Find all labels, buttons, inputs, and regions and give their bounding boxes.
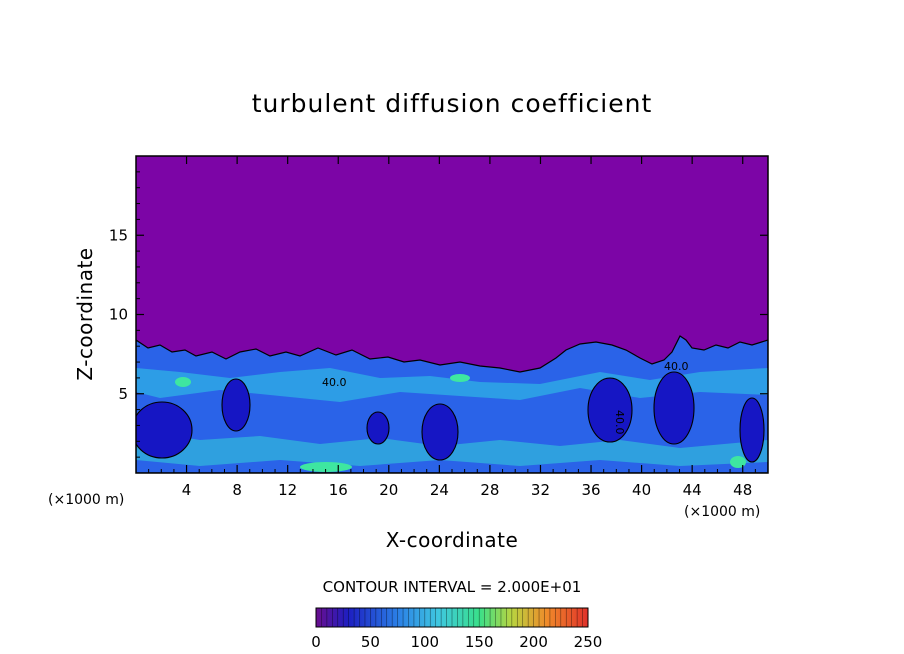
y-tick-label: 15 xyxy=(109,226,128,244)
x-tick-label: 36 xyxy=(581,481,600,499)
x-tick-label: 48 xyxy=(733,481,752,499)
contour-label: 40.0 xyxy=(613,410,626,435)
x-ticks: 4 8 12 16 20 24 28 32 36 40 44 48 xyxy=(148,156,756,499)
colorbar-tick-label: 150 xyxy=(465,633,494,651)
x-tick-label: 32 xyxy=(531,481,550,499)
x-tick-label: 24 xyxy=(430,481,449,499)
y-axis-label: Z-coordinate xyxy=(73,247,97,380)
colorbar-tick-label: 250 xyxy=(574,633,603,651)
upper-mixing-band xyxy=(136,368,768,402)
contour-label: 40.0 xyxy=(664,360,689,373)
contour-label: 40.0 xyxy=(322,376,347,389)
y-tick-label: 10 xyxy=(109,306,128,324)
y-ticks: 5 10 15 xyxy=(109,171,768,458)
y-tick-label: 5 xyxy=(118,385,128,403)
colorbar-tick-label: 100 xyxy=(410,633,439,651)
x-tick-label: 20 xyxy=(379,481,398,499)
colorbar-stripes xyxy=(321,608,583,627)
x-tick-label: 40 xyxy=(632,481,651,499)
x-unit-left: (×1000 m) xyxy=(48,492,124,508)
x-tick-label: 4 xyxy=(182,481,192,499)
x-tick-label: 16 xyxy=(329,481,348,499)
eddy-cores xyxy=(136,371,765,463)
x-tick-label: 12 xyxy=(278,481,297,499)
x-axis-label: X-coordinate xyxy=(386,528,519,552)
contour-interval-text: CONTOUR INTERVAL = 2.000E+01 xyxy=(323,578,582,596)
x-tick-label: 44 xyxy=(683,481,702,499)
chart-title: turbulent diffusion coefficient xyxy=(252,89,653,118)
colorbar-tick-label: 50 xyxy=(361,633,380,651)
x-tick-label: 28 xyxy=(480,481,499,499)
x-tick-label: 8 xyxy=(232,481,242,499)
colorbar-tick-label: 200 xyxy=(519,633,548,651)
colorbar: 0 50 100 150 200 250 xyxy=(311,607,602,651)
colorbar-ticks: 0 50 100 150 200 250 xyxy=(311,633,602,651)
plot-area xyxy=(136,156,768,473)
x-unit-right: (×1000 m) xyxy=(684,504,760,520)
colorbar-tick-label: 0 xyxy=(311,633,321,651)
